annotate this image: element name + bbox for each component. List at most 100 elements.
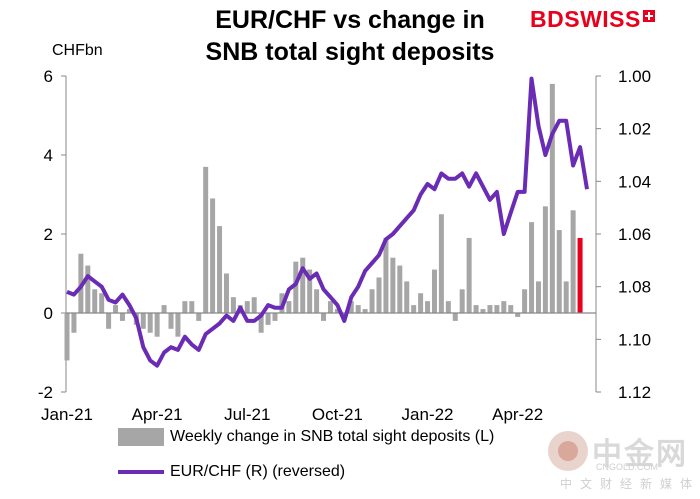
bar	[258, 313, 264, 333]
bar	[314, 289, 320, 313]
brand-swiss: SWISS	[564, 6, 641, 32]
bar	[217, 226, 223, 313]
bar	[411, 305, 417, 313]
bar	[182, 301, 188, 313]
bar	[230, 297, 236, 313]
x-axis-tick-label: Jan-22	[402, 405, 454, 424]
bar	[508, 305, 514, 313]
bar	[452, 313, 458, 321]
bar	[126, 309, 132, 313]
watermark-sub: CNGOLD.COM	[596, 462, 659, 472]
bar	[445, 301, 451, 313]
bar	[466, 237, 472, 313]
watermark: 中金网 CNGOLD.COM 中文财经新媒体	[540, 425, 700, 499]
bar	[577, 237, 583, 313]
bar	[321, 313, 327, 321]
left-axis-label: CHFbn	[52, 42, 103, 59]
x-axis-tick-label: Oct-21	[312, 405, 363, 424]
bar	[307, 269, 313, 313]
left-axis-tick-label: 0	[44, 304, 53, 323]
right-axis-tick-label: 1.06	[618, 225, 651, 244]
chart-title: EUR/CHF vs change in SNB total sight dep…	[150, 4, 550, 68]
bar	[529, 222, 535, 313]
bar	[106, 313, 112, 329]
bar	[348, 301, 354, 313]
watermark-logo-icon	[548, 431, 588, 471]
eurchf-line	[66, 76, 589, 368]
bar	[487, 305, 493, 313]
bar	[293, 261, 299, 313]
title-line-2: SNB total sight deposits	[205, 38, 495, 66]
legend-line-swatch	[118, 470, 164, 474]
bar	[140, 313, 146, 329]
bar	[362, 309, 368, 313]
bar	[210, 198, 216, 313]
legend-bar-swatch	[118, 428, 164, 446]
bar	[418, 293, 424, 313]
left-axis-tick-label: 6	[44, 67, 53, 86]
x-axis-tick-label: Apr-21	[132, 405, 183, 424]
x-axis-tick-label: Jan-21	[41, 405, 93, 424]
bar	[355, 305, 361, 313]
bar	[535, 281, 541, 313]
bar	[515, 313, 521, 317]
brand-bd: BD	[530, 6, 565, 32]
bar	[334, 309, 340, 313]
bar	[92, 289, 98, 313]
bar	[473, 305, 479, 313]
bar	[327, 301, 333, 313]
bar	[369, 289, 375, 313]
left-axis-tick-label: -2	[38, 383, 53, 402]
watermark-sub2: 中文财经新媒体	[560, 477, 700, 491]
bar	[196, 313, 202, 321]
right-axis-tick-label: 1.02	[618, 120, 651, 139]
right-axis-tick-label: 1.00	[618, 67, 651, 86]
bar	[383, 237, 389, 313]
bar	[556, 230, 562, 313]
bar	[300, 257, 306, 313]
left-axis-tick-label: 2	[44, 225, 53, 244]
bar	[570, 210, 576, 313]
legend-bars-label: Weekly change in SNB total sight deposit…	[170, 428, 495, 445]
bar	[397, 265, 403, 313]
bar	[71, 313, 77, 333]
bar	[119, 313, 125, 321]
bar	[542, 206, 548, 313]
right-axis-tick-label: 1.12	[618, 383, 651, 402]
legend-line-label: EUR/CHF (R) (reversed)	[170, 463, 346, 480]
bar	[563, 281, 569, 313]
bar	[154, 313, 160, 337]
right-axis-tick-label: 1.10	[618, 330, 651, 349]
bar	[494, 305, 500, 313]
bar	[286, 301, 292, 313]
x-axis-tick-label: Jul-21	[224, 405, 270, 424]
right-axis-tick-label: 1.04	[618, 172, 651, 191]
bar	[147, 313, 153, 333]
bar	[272, 313, 278, 321]
bar	[376, 277, 382, 313]
bar	[265, 313, 271, 325]
bar	[522, 289, 528, 313]
legend-item-line: EUR/CHF (R) (reversed)	[118, 463, 345, 481]
legend-item-bars: Weekly change in SNB total sight deposit…	[118, 428, 494, 446]
left-axis-tick-label: 4	[44, 146, 53, 165]
bar	[251, 297, 257, 313]
bar	[404, 281, 410, 313]
watermark-main: 中金网	[592, 438, 688, 471]
bar	[99, 293, 105, 313]
bar	[113, 305, 119, 313]
title-line-1: EUR/CHF vs change in	[215, 6, 485, 34]
bar	[85, 265, 91, 313]
bar	[390, 257, 396, 313]
bar	[431, 269, 437, 313]
bar	[425, 301, 431, 313]
bar	[161, 305, 167, 313]
bar	[480, 309, 486, 313]
bar	[549, 83, 555, 314]
brand-logo: BDSWISS	[530, 6, 655, 33]
x-axis-tick-label: Apr-22	[492, 405, 543, 424]
bar	[168, 313, 174, 329]
swiss-flag-icon	[642, 10, 655, 22]
bar	[501, 301, 507, 313]
